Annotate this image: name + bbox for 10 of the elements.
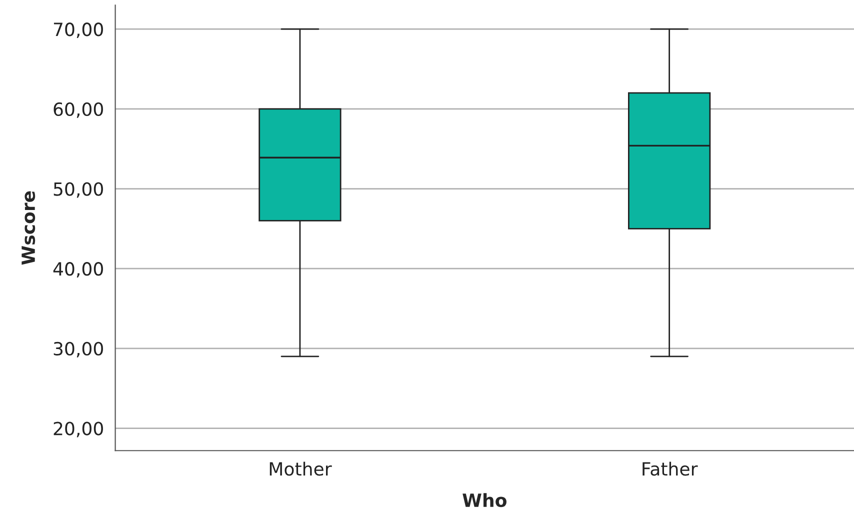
y-tick-label: 60,00 <box>54 102 103 118</box>
y-tick-label: 20,00 <box>54 422 103 438</box>
y-tick-label: 40,00 <box>53 262 103 278</box>
x-axis-title: Who <box>462 493 506 508</box>
x-tick-label: Father <box>642 462 698 476</box>
y-axis-title: Wscore <box>22 191 36 265</box>
y-tick-label: 70,00 <box>54 22 103 38</box>
y-tick-label: 50,00 <box>54 182 103 198</box>
y-tick-label: 30,00 <box>54 342 103 358</box>
x-tick-label: Mother <box>270 462 332 476</box>
